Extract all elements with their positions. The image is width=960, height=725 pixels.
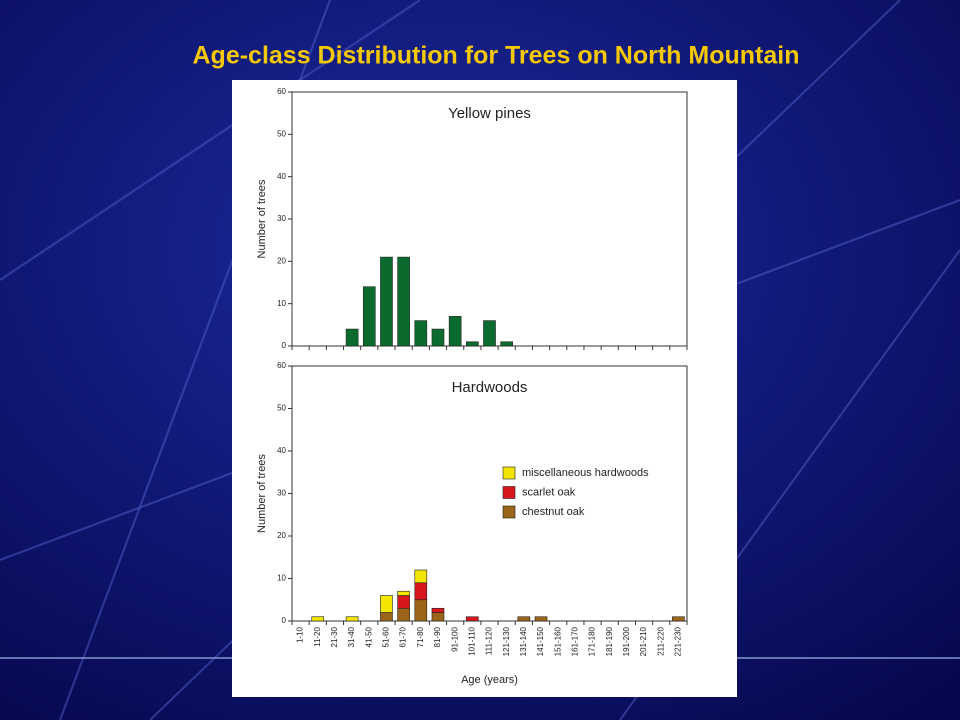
y-tick-label: 30: [277, 214, 286, 223]
x-tick-label: 111-120: [485, 626, 494, 655]
y-axis-label: Number of trees: [256, 179, 268, 258]
bar-segment: [380, 595, 393, 613]
bar: [483, 320, 496, 347]
x-tick-label: 151-160: [553, 626, 562, 656]
y-tick-label: 60: [277, 87, 286, 96]
legend-swatch: [502, 486, 516, 499]
slide-title: Age-class Distribution for Trees on Nort…: [193, 42, 800, 70]
x-tick-label: 191-200: [622, 626, 631, 656]
y-tick-label: 20: [277, 531, 286, 540]
figure-panel: [232, 80, 737, 697]
x-tick-label: 121-130: [502, 626, 511, 656]
x-tick-label: 161-170: [570, 626, 579, 656]
x-tick-label: 171-180: [588, 626, 597, 656]
x-tick-label: 61-70: [399, 626, 408, 647]
bar-segment: [397, 590, 410, 596]
x-tick-label: 51-60: [382, 626, 391, 647]
y-tick-label: 40: [277, 172, 286, 181]
x-tick-label: 21-30: [330, 626, 339, 647]
bar-segment: [345, 616, 359, 622]
x-tick-label: 11-20: [313, 626, 322, 646]
bar: [397, 256, 410, 347]
y-tick-label: 0: [282, 616, 287, 625]
x-tick-label: 41-50: [364, 626, 373, 647]
x-tick-label: 201-210: [639, 626, 648, 656]
bar-segment: [431, 607, 445, 613]
bar: [466, 341, 479, 347]
y-tick-label: 20: [277, 256, 286, 265]
legend-label: chestnut oak: [522, 506, 585, 518]
x-tick-label: 221-230: [674, 626, 683, 656]
bar-segment: [397, 595, 410, 609]
legend-label: miscellaneous hardwoods: [522, 467, 649, 479]
y-tick-label: 10: [277, 574, 286, 583]
x-tick-label: 181-190: [605, 626, 614, 656]
chart-title: Yellow pines: [448, 105, 531, 122]
legend-swatch: [502, 466, 516, 480]
x-tick-label: 81-90: [433, 626, 442, 647]
bar: [414, 320, 428, 347]
bar: [380, 256, 393, 347]
bar-segment: [311, 616, 325, 622]
bar: [345, 328, 359, 347]
x-tick-label: 131-140: [519, 626, 528, 656]
bar-segment: [397, 607, 410, 622]
bar-segment: [414, 569, 428, 584]
bar-segment: [466, 616, 479, 622]
y-tick-label: 50: [277, 129, 286, 138]
x-tick-label: 101-110: [467, 626, 476, 655]
bar-segment: [534, 616, 548, 622]
y-tick-label: 60: [277, 361, 286, 370]
x-tick-label: 91-100: [450, 626, 459, 651]
bar-segment: [414, 599, 428, 622]
y-axis-label: Number of trees: [256, 454, 268, 533]
x-tick-label: 71-80: [416, 626, 425, 647]
bar-segment: [672, 616, 685, 622]
bar-segment: [517, 616, 531, 622]
legend-label: scarlet oak: [522, 486, 576, 498]
charts: 0 10 20 30 40 50 60 Yellow pines Number of trees…: [256, 87, 688, 686]
x-tick-label: 31-40: [347, 626, 356, 647]
y-tick-label: 50: [277, 404, 286, 413]
y-tick-label: 40: [277, 446, 286, 455]
y-tick-label: 10: [277, 299, 286, 308]
bar-segment: [380, 612, 393, 622]
bar: [431, 328, 445, 347]
y-tick-label: 30: [277, 489, 286, 498]
bar: [500, 341, 513, 347]
x-axis-label: Age (years): [461, 674, 518, 686]
bar: [362, 286, 376, 347]
x-tick-label: 141-150: [536, 626, 545, 656]
bar-segment: [431, 612, 445, 622]
bar-segment: [414, 582, 428, 601]
chart-title: Hardwoods: [452, 379, 528, 396]
y-tick-label: 0: [282, 341, 287, 350]
x-tick-label: 1-10: [296, 626, 305, 643]
bar: [448, 316, 462, 347]
legend-swatch: [502, 505, 516, 519]
x-tick-label: 211-220: [656, 626, 665, 655]
